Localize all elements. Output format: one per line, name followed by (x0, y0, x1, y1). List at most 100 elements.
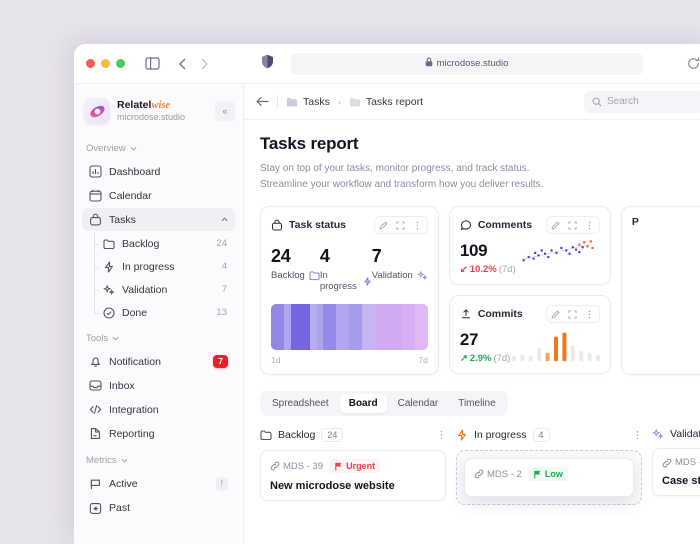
task-status-chart: 1d 7d (271, 304, 428, 365)
sidebar-item-backlog[interactable]: Backlog 24 (92, 232, 235, 255)
pencil-icon[interactable] (376, 218, 392, 232)
sidebar-section-overview[interactable]: Overview (74, 134, 243, 159)
card-id-label: MDS - 39 (283, 460, 324, 472)
sidebar-item-done[interactable]: Done 13 (92, 301, 235, 324)
sidebar-item-active[interactable]: Active ! (82, 472, 235, 495)
shield-icon[interactable] (259, 53, 277, 71)
tab-timeline[interactable]: Timeline (458, 398, 496, 409)
more-vertical-icon[interactable] (410, 218, 426, 232)
calendar-icon (89, 189, 102, 202)
right-chart-axis: 120 90 60 30 (632, 240, 700, 331)
code-icon (89, 403, 102, 416)
bolt-icon (364, 276, 371, 286)
column-name: Backlog (278, 429, 316, 441)
reload-icon[interactable] (684, 57, 700, 70)
sparkle-icon (102, 283, 115, 296)
sidebar-item-count: 7 (221, 284, 227, 295)
window-controls[interactable] (86, 59, 125, 68)
card-title: New microdose website (270, 480, 395, 492)
active-badge: ! (215, 477, 228, 491)
sidebar-item-reporting[interactable]: Reporting (82, 422, 235, 445)
sidebar-item-label: Validation (122, 283, 168, 296)
stat-value: 24 (271, 246, 291, 266)
arrow-left-icon[interactable] (256, 96, 269, 107)
kanban-card[interactable]: MDS - 1 Case studi (652, 448, 700, 496)
sparkle-icon (652, 428, 664, 440)
axis-tick: 90 (632, 267, 700, 277)
expand-icon[interactable] (565, 218, 581, 232)
kanban-dropzone[interactable]: MDS - 2 Low (456, 450, 642, 505)
tab-calendar[interactable]: Calendar (397, 398, 439, 409)
sidebar-item-notification[interactable]: Notification 7 (82, 350, 235, 373)
tab-board[interactable]: Board (339, 394, 387, 413)
sidebar-item-label: Done (122, 306, 148, 319)
chevron-down-icon (130, 146, 137, 151)
task-status-stats: 24 Backlog 4 In progress (271, 246, 428, 292)
sidebar-item-in-progress[interactable]: In progress 4 (92, 255, 235, 278)
sidebar-item-dashboard[interactable]: Dashboard (82, 160, 235, 183)
sidebar-section-tools[interactable]: Tools (74, 324, 243, 349)
search-input[interactable]: Search (584, 90, 700, 113)
sidebar-item-tasks[interactable]: Tasks (82, 208, 235, 231)
priority-chip: Urgent (329, 459, 381, 473)
card-id: MDS - 1 (662, 457, 700, 468)
browser-chrome: microdose.studio (74, 44, 700, 84)
more-vertical-icon[interactable] (633, 430, 642, 440)
more-vertical-icon[interactable] (437, 430, 446, 440)
pencil-icon[interactable] (548, 218, 564, 232)
page-title: Tasks report (260, 134, 359, 153)
chevron-down-icon (112, 336, 119, 341)
address-bar[interactable]: microdose.studio (290, 52, 643, 75)
section-label: Overview (86, 143, 126, 154)
history-icon (89, 502, 102, 515)
kanban-card[interactable]: MDS - 39 Urgent New microdose website (260, 450, 446, 501)
sidebar-item-calendar[interactable]: Calendar (82, 184, 235, 207)
kanban-column-backlog: Backlog 24 MDS - 39 (260, 428, 446, 505)
sidebar-item-label: Integration (109, 403, 159, 416)
breadcrumb-item-tasks[interactable]: Tasks (286, 96, 330, 108)
axis-tick: 120 (632, 240, 700, 250)
kanban-card-dragging[interactable]: MDS - 2 Low (464, 458, 634, 497)
stat-value: 4 (319, 246, 330, 266)
minimize-window-button[interactable] (101, 59, 110, 68)
sidebar-item-inbox[interactable]: Inbox (82, 374, 235, 397)
brand[interactable]: Relatelwise microdose.studio « (74, 94, 243, 134)
card-id-label: MDS - 1 (675, 457, 700, 468)
more-vertical-icon[interactable] (582, 218, 598, 232)
flag-board-icon (89, 478, 102, 491)
close-window-button[interactable] (86, 59, 95, 68)
more-vertical-icon[interactable] (582, 307, 598, 321)
delta-period: (7d) (498, 264, 516, 275)
card-meta: MDS - 2 Low (474, 467, 624, 481)
sidebar-item-validation[interactable]: Validation 7 (92, 278, 235, 301)
expand-icon[interactable] (565, 307, 581, 321)
axis-end-label: 7d (418, 355, 428, 365)
folder-icon (260, 430, 272, 441)
card-header: Comments (460, 216, 600, 234)
status-axis: 1d 7d (271, 355, 428, 365)
tab-spreadsheet[interactable]: Spreadsheet (272, 398, 329, 409)
stat-backlog: 24 Backlog (271, 246, 320, 292)
sidebar-section-metrics[interactable]: Metrics (74, 446, 243, 471)
topbar: Tasks › Tasks report Search (244, 84, 700, 120)
pencil-icon[interactable] (548, 307, 564, 321)
inbox-icon (89, 379, 102, 392)
expand-icon[interactable] (393, 218, 409, 232)
comments-scatter-chart (521, 240, 594, 262)
browser-window: microdose.studio (74, 44, 700, 544)
sidebar-item-past[interactable]: Past (82, 497, 235, 520)
bolt-icon (458, 429, 466, 441)
panel-toggle-icon[interactable] (143, 55, 161, 73)
maximize-window-button[interactable] (116, 59, 125, 68)
breadcrumb-item-tasks-report[interactable]: Tasks report (349, 96, 423, 108)
stat-label: In progress (319, 270, 357, 292)
stat-value: 7 (371, 246, 382, 266)
breadcrumb-label: Tasks report (365, 95, 424, 108)
browser-back-icon[interactable] (173, 55, 191, 73)
address-bar-url: microdose.studio (436, 58, 509, 69)
sidebar-collapse-button[interactable]: « (215, 101, 235, 121)
divider (277, 95, 278, 108)
tasks-icon (89, 213, 102, 226)
sidebar-item-count: 13 (216, 307, 227, 318)
sidebar-item-integration[interactable]: Integration (82, 398, 235, 421)
